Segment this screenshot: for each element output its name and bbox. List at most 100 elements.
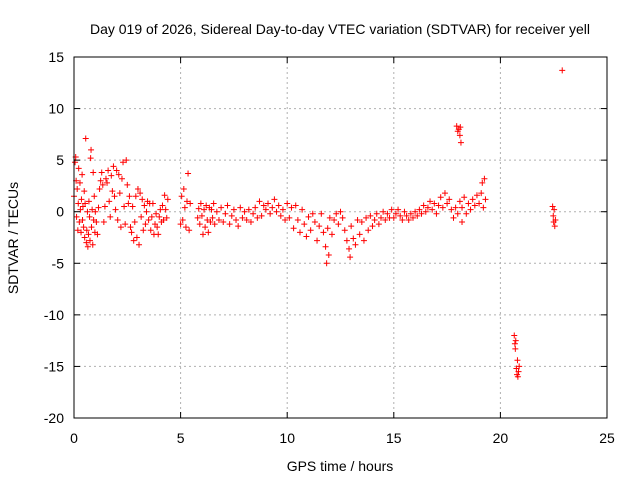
data-point <box>478 190 485 197</box>
data-point <box>127 224 134 231</box>
data-point <box>446 196 453 203</box>
data-point <box>79 216 86 223</box>
data-point <box>424 204 431 211</box>
chart-title: Day 019 of 2026, Sidereal Day-to-day VTE… <box>90 21 590 37</box>
data-point <box>307 227 314 234</box>
data-point <box>301 221 308 228</box>
data-point <box>453 123 460 130</box>
data-point <box>514 357 521 364</box>
data-point <box>199 231 206 238</box>
data-point <box>459 204 466 211</box>
data-point <box>197 200 204 207</box>
data-point <box>93 219 100 226</box>
data-point <box>395 206 402 213</box>
data-point <box>235 223 242 230</box>
data-point <box>164 196 171 203</box>
data-point <box>133 234 140 241</box>
data-point <box>267 210 274 217</box>
data-point <box>346 245 353 252</box>
data-point <box>284 200 291 207</box>
data-point <box>86 213 93 220</box>
data-point <box>97 177 104 184</box>
data-point <box>414 212 421 219</box>
data-point <box>152 221 159 228</box>
data-point <box>233 216 240 223</box>
data-point <box>134 186 141 193</box>
y-axis: -20 -15 -10 -5 0 5 10 15 <box>44 49 607 426</box>
data-point <box>162 206 169 213</box>
y-tick-label: 5 <box>56 152 64 168</box>
data-point <box>384 210 391 217</box>
data-point <box>456 198 463 205</box>
data-point <box>551 223 558 230</box>
data-point <box>337 208 344 215</box>
data-point <box>457 124 464 131</box>
data-point <box>348 223 355 230</box>
data-point <box>429 206 436 213</box>
data-point <box>403 212 410 219</box>
data-point <box>142 221 149 228</box>
data-point <box>463 210 470 217</box>
data-point <box>181 204 188 211</box>
data-point <box>84 208 91 215</box>
data-point <box>178 193 185 200</box>
data-point <box>320 229 327 236</box>
data-point <box>427 198 434 205</box>
data-point <box>309 210 316 217</box>
x-tick-label: 10 <box>279 430 295 446</box>
data-point <box>126 193 133 200</box>
data-point <box>305 213 312 220</box>
data-point <box>549 203 556 210</box>
data-point <box>161 192 168 199</box>
data-point <box>222 210 229 217</box>
data-point <box>401 208 408 215</box>
data-point <box>98 169 105 176</box>
data-point <box>439 204 446 211</box>
data-point <box>125 200 132 207</box>
data-point <box>79 171 86 178</box>
data-point <box>122 221 129 228</box>
data-point <box>118 175 125 182</box>
data-point <box>324 225 331 232</box>
data-point <box>220 219 227 226</box>
data-point <box>143 208 150 215</box>
data-point <box>247 219 254 226</box>
data-point <box>454 210 461 217</box>
data-point <box>208 206 215 213</box>
y-tick-label: 10 <box>48 101 64 117</box>
data-point <box>129 203 136 210</box>
data-point <box>407 210 414 217</box>
data-point <box>339 214 346 221</box>
x-tick-label: 5 <box>177 430 185 446</box>
data-point <box>325 252 332 259</box>
data-point <box>356 231 363 238</box>
data-point <box>352 241 359 248</box>
data-point <box>482 196 489 203</box>
data-point <box>202 224 209 231</box>
data-point <box>76 179 83 186</box>
data-point <box>331 216 338 223</box>
data-point <box>117 224 124 231</box>
data-point <box>416 206 423 213</box>
data-point <box>130 237 137 244</box>
data-point <box>115 171 122 178</box>
data-point <box>378 214 385 221</box>
y-axis-label: SDTVAR / TECUs <box>5 182 21 294</box>
data-point <box>207 219 214 226</box>
data-point <box>258 212 265 219</box>
data-point <box>141 202 148 209</box>
y-tick-label: -10 <box>44 307 64 323</box>
data-point <box>322 243 329 250</box>
data-point <box>367 212 374 219</box>
data-points <box>71 67 566 380</box>
data-point <box>279 206 286 213</box>
data-point <box>90 169 97 176</box>
data-point <box>111 193 118 200</box>
data-point <box>210 200 217 207</box>
data-point <box>277 212 284 219</box>
data-point <box>333 210 340 217</box>
data-point <box>215 216 222 223</box>
data-point <box>461 194 468 201</box>
data-point <box>328 231 335 238</box>
